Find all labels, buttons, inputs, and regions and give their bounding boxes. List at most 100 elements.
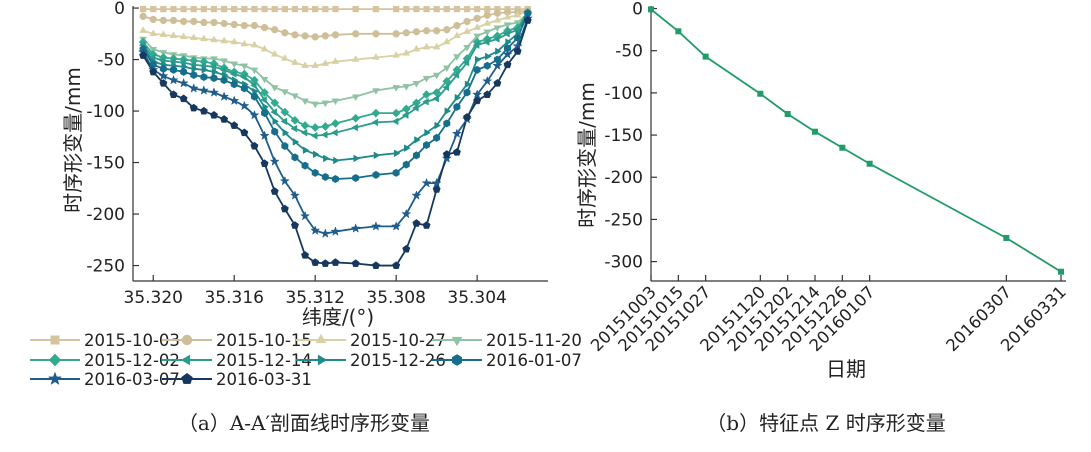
data-point (352, 30, 360, 38)
data-point (402, 160, 410, 169)
data-point (150, 5, 157, 13)
data-point (502, 49, 513, 59)
data-point (149, 15, 157, 24)
data-point (401, 104, 411, 114)
data-point (239, 73, 247, 81)
data-point (179, 17, 188, 26)
data-point (412, 44, 421, 52)
data-point (290, 115, 300, 125)
data-point (280, 107, 290, 117)
data-point (169, 90, 178, 98)
data-point (353, 154, 361, 163)
data-point (292, 138, 300, 146)
data-point (230, 80, 238, 89)
data-point (412, 81, 421, 88)
data-point (402, 48, 411, 56)
data-point (454, 93, 462, 102)
legend-marker (181, 334, 193, 346)
data-point (452, 71, 460, 79)
legend-label: 2015-12-14 (216, 351, 312, 370)
data-point (474, 55, 482, 64)
data-point (402, 244, 411, 253)
data-point (393, 149, 401, 158)
data-point (210, 35, 218, 43)
data-point (320, 130, 328, 139)
data-point (351, 113, 361, 123)
data-point (220, 115, 229, 123)
data-point (190, 17, 198, 26)
data-point (483, 11, 491, 19)
data-point (392, 85, 400, 92)
data-point (503, 22, 512, 29)
data-point (189, 103, 198, 112)
legend-item-2016-03-31: 2016-03-31 (162, 370, 312, 389)
panel-a-x-tick-label: 35.304 (447, 288, 506, 308)
panel-b-data-point (784, 110, 791, 117)
data-point (240, 63, 249, 71)
data-point (179, 32, 188, 40)
data-point (269, 156, 280, 166)
data-point (240, 84, 248, 93)
data-point (290, 124, 298, 133)
data-point (352, 173, 360, 183)
legend-item-2015-10-03: 2015-10-03 (30, 331, 180, 350)
panel-b-data-point (812, 128, 818, 135)
data-point (201, 66, 209, 74)
panel-b-x-axis-label: 日期 (826, 357, 866, 381)
data-point (322, 5, 329, 13)
panel-b-y-tick-label: -100 (604, 84, 643, 104)
data-point (401, 111, 409, 119)
data-point (423, 5, 430, 13)
data-point (452, 148, 461, 156)
data-point (484, 5, 491, 13)
data-point (402, 84, 411, 91)
data-point (139, 51, 148, 59)
panel-b-data-point (675, 28, 682, 35)
data-point (251, 5, 258, 13)
data-point (393, 5, 400, 13)
data-point (523, 16, 532, 24)
data-point (300, 210, 311, 221)
data-point (493, 25, 502, 33)
data-point (331, 98, 340, 106)
panel-b-chart: 0-50-100-150-200-250-300 201510032015101… (575, 0, 1070, 435)
data-point (180, 67, 188, 76)
data-point (240, 21, 248, 30)
data-point (453, 21, 461, 30)
data-point (178, 77, 189, 88)
data-point (493, 9, 502, 17)
data-point (321, 32, 329, 40)
panel-b-y-tick-label: 0 (632, 0, 643, 20)
data-point (281, 5, 288, 13)
data-point (403, 5, 410, 13)
data-point (401, 208, 412, 219)
data-point (351, 55, 360, 62)
data-point (170, 65, 177, 74)
data-point (280, 204, 289, 213)
data-point (241, 5, 248, 13)
data-point (462, 58, 470, 67)
data-point (483, 29, 492, 37)
legend-label: 2016-03-31 (216, 370, 312, 389)
data-point (260, 95, 267, 104)
data-point (483, 90, 492, 98)
data-point (209, 62, 217, 71)
data-point (453, 102, 461, 111)
data-point (300, 128, 308, 137)
data-point (412, 219, 421, 227)
data-point (271, 127, 279, 136)
data-point (432, 94, 439, 103)
series-markers-2016-03-31 (139, 16, 532, 269)
data-point (422, 90, 431, 100)
data-point (260, 23, 269, 32)
data-point (191, 65, 199, 73)
legend-marker (451, 354, 463, 366)
data-point (330, 226, 341, 236)
data-point (423, 141, 431, 150)
data-point (281, 54, 289, 61)
data-point (464, 80, 472, 89)
data-point (312, 5, 319, 13)
data-point (281, 29, 289, 37)
panel-a-caption: （a）A-A′剖面线时序形变量 (178, 411, 430, 435)
panel-b-caption: （b）特征点 Z 时序形变量 (706, 411, 945, 435)
